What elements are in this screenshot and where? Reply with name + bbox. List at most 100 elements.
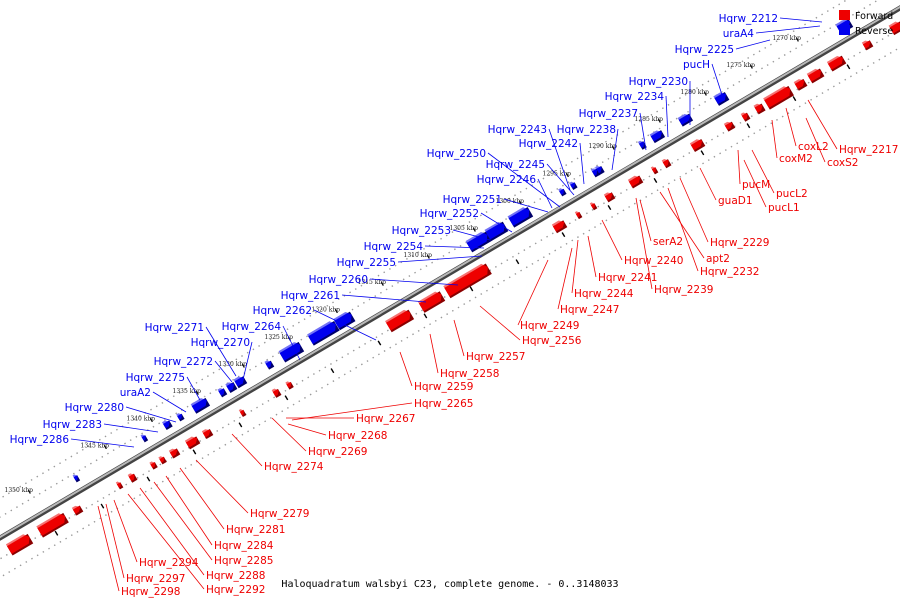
reverse-gene-block xyxy=(713,90,730,106)
leader-line-hqrw-2294 xyxy=(113,499,138,563)
leader-line-hqrw-2246 xyxy=(537,178,553,209)
forward-gene-block xyxy=(36,511,69,538)
gene-label-hqrw-2257: Hqrw_2257 xyxy=(466,351,525,363)
gene-label-hqrw-2286: Hqrw_2286 xyxy=(10,434,70,446)
gene-label-coxl2: coxL2 xyxy=(798,141,829,153)
leader-line-hqrw-2269 xyxy=(271,417,307,452)
leader-line-sera2 xyxy=(639,199,652,242)
leader-line-hqrw-2252 xyxy=(480,212,513,233)
leader-line-hqrw-2262 xyxy=(313,309,377,341)
scale-tick-mark xyxy=(746,123,751,129)
forward-gene-block xyxy=(689,137,706,152)
leader-line-hqrw-2255 xyxy=(397,255,483,263)
gene-label-hqrw-2260: Hqrw_2260 xyxy=(309,274,368,286)
scale-tick-mark xyxy=(700,150,705,156)
gene-label-hqrw-2271: Hqrw_2271 xyxy=(145,322,204,334)
scale-tick-mark xyxy=(241,363,245,368)
scale-tick-mark xyxy=(192,449,197,455)
legend-swatch-forward xyxy=(839,10,850,20)
gene-label-hqrw-2275: Hqrw_2275 xyxy=(126,372,185,384)
leader-line-hqrw-2242 xyxy=(579,142,585,185)
forward-gene-block xyxy=(238,408,247,417)
gene-labels: Hqrw_2212 uraA4 Hqrw_2225 pucH Hqrw_2230 Hqrw… xyxy=(10,13,899,598)
leader-line-pucl2 xyxy=(751,149,775,194)
scale-tick-mark xyxy=(284,395,289,401)
scale-tick-mark xyxy=(472,227,476,232)
leader-line-hqrw-2247 xyxy=(557,247,573,310)
forward-gene-block xyxy=(826,53,847,72)
leader-line-hqrw-2280 xyxy=(125,406,177,423)
leader-line-hqrw-2254 xyxy=(424,245,485,249)
gene-label-hqrw-2279: Hqrw_2279 xyxy=(250,508,309,520)
forward-gene-block xyxy=(115,480,124,490)
forward-gene-block xyxy=(201,427,214,440)
gene-label-hqrw-2259: Hqrw_2259 xyxy=(414,381,473,393)
scale-tick-mark xyxy=(195,390,199,395)
leader-line-hqrw-2260 xyxy=(369,278,459,286)
scale-tick-label: 1310 kbp xyxy=(404,252,433,259)
leader-line-hqrw-2274 xyxy=(231,433,263,467)
gene-label-hqrw-2281: Hqrw_2281 xyxy=(226,524,285,536)
leader-line-coxm2 xyxy=(771,119,778,159)
gene-label-hqrw-2252: Hqrw_2252 xyxy=(420,208,479,220)
leader-line-hqrw-2261 xyxy=(341,294,427,303)
legend-swatch-reverse xyxy=(839,25,850,35)
forward-gene-block xyxy=(184,434,201,450)
leader-line-hqrw-2234 xyxy=(665,95,669,138)
legend: Forward Reverse xyxy=(839,10,893,37)
scale-tick-mark xyxy=(149,417,153,422)
gene-label-pucm: pucM xyxy=(742,179,770,191)
gene-label-pucl1: pucL1 xyxy=(768,202,800,214)
scale-tick-mark xyxy=(561,232,566,238)
leader-line-uraa4 xyxy=(755,25,821,34)
scale-tick-label: 1295 kbp xyxy=(543,170,572,177)
gene-label-hqrw-2292: Hqrw_2292 xyxy=(206,584,265,596)
gene-label-sera2: serA2 xyxy=(653,236,683,248)
leader-line-hqrw-2253 xyxy=(452,229,491,241)
leader-line-hqrw-2284 xyxy=(165,475,213,546)
leader-line-hqrw-2240 xyxy=(601,219,623,261)
gene-label-hqrw-2241: Hqrw_2241 xyxy=(598,272,657,284)
scale-tick-label: 1305 kbp xyxy=(450,225,479,232)
leader-line-hqrw-2249 xyxy=(517,259,549,326)
gene-label-hqrw-2239: Hqrw_2239 xyxy=(654,284,713,296)
forward-gene-block xyxy=(589,201,598,211)
reverse-gene-block xyxy=(558,187,567,197)
gene-label-guad1: guaD1 xyxy=(718,195,753,207)
gene-label-hqrw-2230: Hqrw_2230 xyxy=(629,76,688,88)
gene-label-hqrw-2245: Hqrw_2245 xyxy=(486,159,545,171)
leader-line-hqrw-2244 xyxy=(571,239,579,294)
forward-gene-block xyxy=(603,190,616,203)
leader-line-puch xyxy=(711,63,725,102)
leader-line-hqrw-2259 xyxy=(399,351,413,387)
forward-gene-block xyxy=(723,119,736,132)
scale-tick-mark xyxy=(426,254,430,259)
gene-label-hqrw-2253: Hqrw_2253 xyxy=(392,225,451,237)
gene-label-hqrw-2254: Hqrw_2254 xyxy=(364,241,424,253)
gene-blocks xyxy=(5,17,900,556)
reverse-gene-block xyxy=(140,433,149,443)
scale-tick-mark xyxy=(792,96,797,102)
scale-tick-label: 1275 kbp xyxy=(727,62,756,69)
leader-line-hqrw-2245 xyxy=(546,163,575,196)
leader-line-hqrw-2281 xyxy=(179,467,225,530)
gene-label-hqrw-2243: Hqrw_2243 xyxy=(488,124,547,136)
scale-tick-mark xyxy=(146,476,151,482)
reverse-gene-block xyxy=(649,128,666,144)
leader-line-hqrw-2272 xyxy=(214,360,233,383)
leader-line-hqrw-2285 xyxy=(153,481,213,561)
gene-label-coxm2: coxM2 xyxy=(779,153,813,165)
scale-tick-label: 1290 kbp xyxy=(589,143,618,150)
leader-line-hqrw-2292 xyxy=(127,493,205,590)
leader-line-hqrw-2225 xyxy=(735,39,771,50)
scale-tick-mark xyxy=(334,308,338,313)
leader-line-hqrw-2258 xyxy=(429,333,439,374)
reverse-gene-block xyxy=(233,374,248,389)
legend-label-forward: Forward xyxy=(855,11,893,22)
genome-caption: Haloquadratum walsbyi C23, complete geno… xyxy=(281,579,618,590)
reverse-gene-block xyxy=(333,309,356,331)
forward-gene-block xyxy=(551,218,568,234)
scale-tick-mark xyxy=(795,37,799,42)
leader-line-hqrw-2217 xyxy=(807,99,838,150)
scale-ticks: 1270 kbp 1275 kbp 1280 kbp 1285 kbp 1290 kbp… xyxy=(5,35,851,536)
